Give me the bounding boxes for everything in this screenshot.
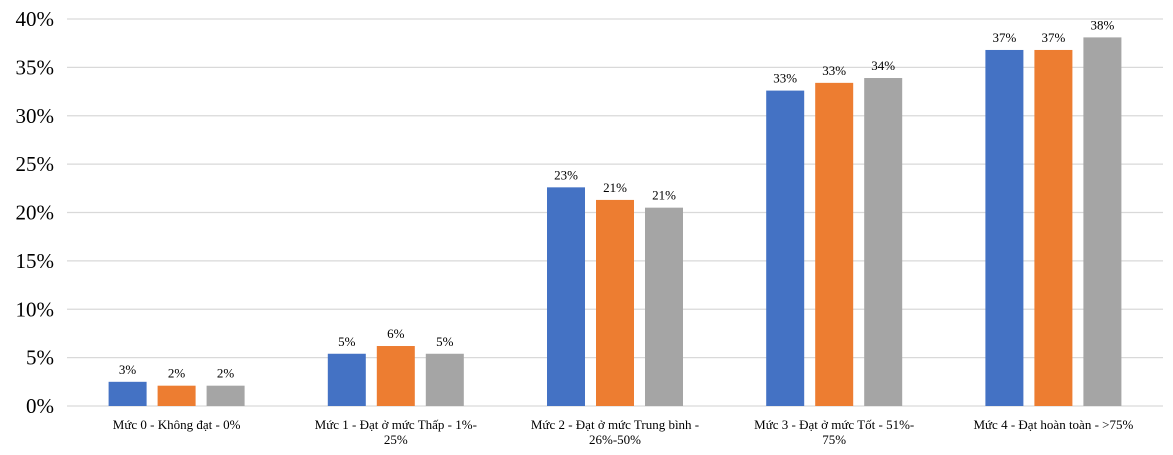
- x-category-label: 26%-50%: [589, 432, 641, 447]
- data-label: 33%: [822, 63, 846, 78]
- x-category-label: Mức 3 - Đạt ở mức Tốt - 51%-: [754, 417, 914, 432]
- data-label: 5%: [436, 334, 454, 349]
- data-label: 6%: [387, 326, 405, 341]
- bar: [766, 90, 805, 406]
- bar: [327, 353, 366, 406]
- data-label: 2%: [168, 366, 186, 381]
- bar: [815, 82, 854, 406]
- x-category-label: Mức 0 - Không đạt - 0%: [113, 417, 241, 432]
- bar: [645, 207, 683, 406]
- y-tick-label: 15%: [16, 249, 55, 273]
- bar: [1034, 49, 1073, 407]
- y-tick-label: 40%: [16, 7, 55, 31]
- bar: [425, 353, 464, 406]
- y-tick-label: 5%: [26, 346, 54, 370]
- y-tick-label: 0%: [26, 394, 54, 418]
- x-category-label: 25%: [384, 432, 408, 447]
- data-label: 2%: [217, 366, 235, 381]
- bars: [108, 37, 1122, 407]
- y-tick-label: 20%: [16, 201, 55, 225]
- y-tick-label: 25%: [16, 152, 55, 176]
- y-tick-label: 10%: [16, 297, 55, 321]
- data-label: 38%: [1090, 17, 1114, 32]
- data-label: 33%: [773, 71, 797, 86]
- bar: [596, 199, 634, 406]
- data-label: 23%: [554, 167, 578, 182]
- x-category-label: Mức 4 - Đạt hoàn toàn - >75%: [973, 417, 1133, 432]
- y-tick-label: 35%: [16, 55, 55, 79]
- x-category-label: Mức 2 - Đạt ở mức Trung bình -: [531, 417, 699, 432]
- data-label: 21%: [652, 188, 676, 203]
- bar: [985, 49, 1024, 407]
- bar: [1083, 37, 1122, 406]
- y-axis-tick-labels: 0% 5% 10% 15% 20% 25% 30% 35% 40%: [16, 7, 55, 418]
- data-label: 5%: [338, 334, 356, 349]
- x-category-label: 75%: [822, 432, 846, 447]
- bar: [864, 78, 903, 406]
- data-label: 34%: [871, 58, 895, 73]
- x-axis-category-labels: Mức 0 - Không đạt - 0% Mức 1 - Đạt ở mức …: [113, 417, 1134, 447]
- bar: [206, 385, 245, 406]
- data-label: 21%: [603, 180, 627, 195]
- data-label: 3%: [119, 362, 137, 377]
- bar: [547, 187, 585, 406]
- data-label: 37%: [1041, 30, 1065, 45]
- bar: [108, 381, 147, 406]
- x-category-label: Mức 1 - Đạt ở mức Thấp - 1%-: [315, 417, 477, 432]
- data-labels: 3% 2% 2% 5% 6% 5% 23% 21% 21% 33% 33% 34% 37% 37% 38%: [119, 17, 1115, 380]
- bar: [157, 385, 196, 406]
- y-tick-label: 30%: [16, 104, 55, 128]
- bar: [376, 346, 415, 406]
- data-label: 37%: [992, 30, 1016, 45]
